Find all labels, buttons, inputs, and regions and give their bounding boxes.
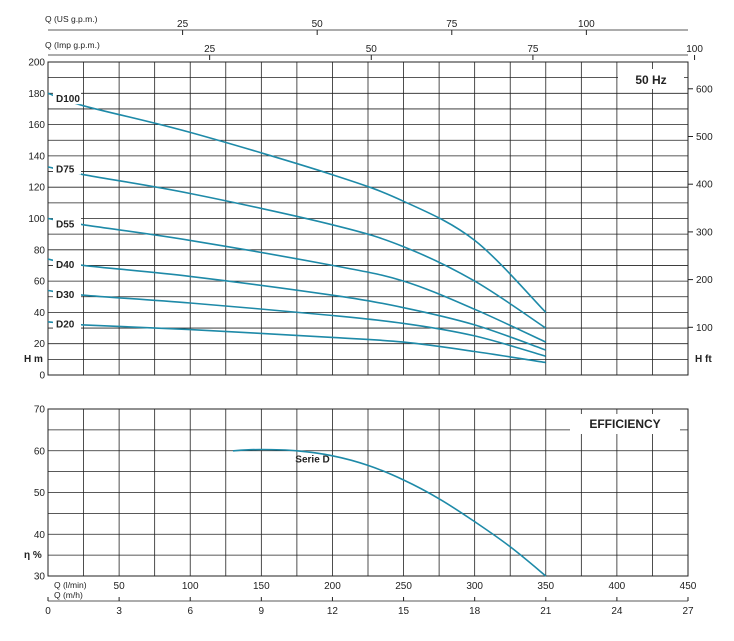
curve-label-bg <box>53 92 81 105</box>
frequency-badge-bg <box>618 69 684 89</box>
imp-gpm-tick-label: 50 <box>366 44 378 55</box>
m3h-tick-label: 12 <box>327 606 339 617</box>
head-curve-d55 <box>47 217 547 343</box>
left-tick-label: 140 <box>28 151 45 162</box>
left-tick-label: 60 <box>34 277 46 288</box>
efficiency-tick-label: 60 <box>34 446 46 457</box>
curve-label-bg <box>53 317 81 330</box>
lmin-tick-label: 100 <box>182 581 199 592</box>
curve-label-bg <box>53 162 81 175</box>
lmin-tick-label: 50 <box>114 581 126 592</box>
right-tick-label: 100 <box>696 323 713 334</box>
efficiency-tick-label: 70 <box>34 405 46 416</box>
efficiency-curve-label: Serie D <box>295 454 329 465</box>
right-tick-label: 400 <box>696 180 713 191</box>
left-tick-label: 100 <box>28 214 45 225</box>
efficiency-tick-label: 40 <box>34 530 46 541</box>
us-gpm-axis-label: Q (US g.p.m.) <box>45 14 98 24</box>
us-gpm-tick-label: 25 <box>177 19 189 30</box>
right-tick-label: 300 <box>696 227 713 238</box>
m3h-tick-label: 0 <box>45 606 51 617</box>
frequency-badge: 50 Hz <box>635 73 666 87</box>
lmin-tick-label: 300 <box>466 581 483 592</box>
curve-label-bg <box>53 258 81 271</box>
head-curve-d40 <box>47 258 547 351</box>
head-curve-d20 <box>47 321 546 364</box>
head-curve-labels: D100 D75 D55 D40 D30 D20 <box>53 92 81 330</box>
m3h-tick-label: 21 <box>540 606 552 617</box>
lmin-tick-label: 200 <box>324 581 341 592</box>
imp-gpm-axis-label: Q (Imp g.p.m.) <box>45 40 100 50</box>
efficiency-badge-bg <box>570 414 680 434</box>
right-tick-label: 600 <box>696 84 713 95</box>
head-curve-d75 <box>47 166 547 329</box>
left-tick-label: 120 <box>28 183 45 194</box>
head-curves <box>47 92 547 364</box>
imp-gpm-tick-label: 75 <box>527 44 539 55</box>
left-tick-label: 40 <box>34 308 46 319</box>
head-curve-d30 <box>47 289 547 357</box>
efficiency-tick-label: 50 <box>34 488 46 499</box>
imp-gpm-tick-label: 100 <box>686 44 703 55</box>
imp-gpm-tick-label: 25 <box>204 44 216 55</box>
lmin-tick-label: 400 <box>609 581 626 592</box>
efficiency-tick-label: 30 <box>34 572 46 583</box>
us-gpm-tick-label: 75 <box>446 19 458 30</box>
m3h-tick-label: 15 <box>398 606 410 617</box>
right-tick-label: 500 <box>696 132 713 143</box>
curve-label-d40: D40 <box>56 260 75 271</box>
efficiency-axis-label: η % <box>24 550 42 561</box>
curve-label-bg <box>53 217 81 230</box>
right-tick-label: 200 <box>696 275 713 286</box>
m3h-axis-label: Q (m/h) <box>54 590 83 600</box>
left-tick-label: 0 <box>39 371 45 382</box>
curve-label-d30: D30 <box>56 290 75 301</box>
curve-label-d75: D75 <box>56 165 75 176</box>
left-tick-label: 200 <box>28 58 45 69</box>
m3h-tick-label: 9 <box>259 606 265 617</box>
left-tick-label: 180 <box>28 89 45 100</box>
curve-label-d20: D20 <box>56 319 75 330</box>
m3h-tick-label: 24 <box>611 606 623 617</box>
curve-label-bg <box>53 287 81 300</box>
m3h-tick-label: 27 <box>682 606 694 617</box>
plot-frame <box>47 408 689 577</box>
lmin-tick-label: 450 <box>680 581 697 592</box>
lmin-tick-label: 150 <box>253 581 270 592</box>
head-curves-panel: 0 20 40 60 80 100 120 140 160 180 200 H m 100 200 300 4… <box>24 14 713 382</box>
left-tick-label: 80 <box>34 245 46 256</box>
left-tick-label: 160 <box>28 120 45 131</box>
bottom-grid <box>47 408 689 577</box>
left-axis-label: H m <box>24 354 43 365</box>
head-curve-d100 <box>47 92 547 313</box>
m3h-tick-label: 3 <box>116 606 122 617</box>
m3h-tick-label: 18 <box>469 606 481 617</box>
left-tick-label: 20 <box>34 339 46 350</box>
m3h-tick-label: 6 <box>187 606 193 617</box>
curve-label-d55: D55 <box>56 219 75 230</box>
curve-label-d100: D100 <box>56 94 80 105</box>
us-gpm-tick-label: 50 <box>312 19 324 30</box>
us-gpm-tick-label: 100 <box>578 19 595 30</box>
lmin-tick-label: 250 <box>395 581 412 592</box>
lmin-tick-label: 350 <box>537 581 554 592</box>
right-axis-label: H ft <box>695 354 712 365</box>
efficiency-badge: EFFICIENCY <box>589 417 660 431</box>
efficiency-curves: Serie D <box>232 448 547 577</box>
top-axes: 0 20 40 60 80 100 120 140 160 180 200 H m 100 200 300 4… <box>24 14 713 382</box>
lmin-axis-label: Q (l/min) <box>54 580 87 590</box>
efficiency-curve <box>232 448 547 577</box>
